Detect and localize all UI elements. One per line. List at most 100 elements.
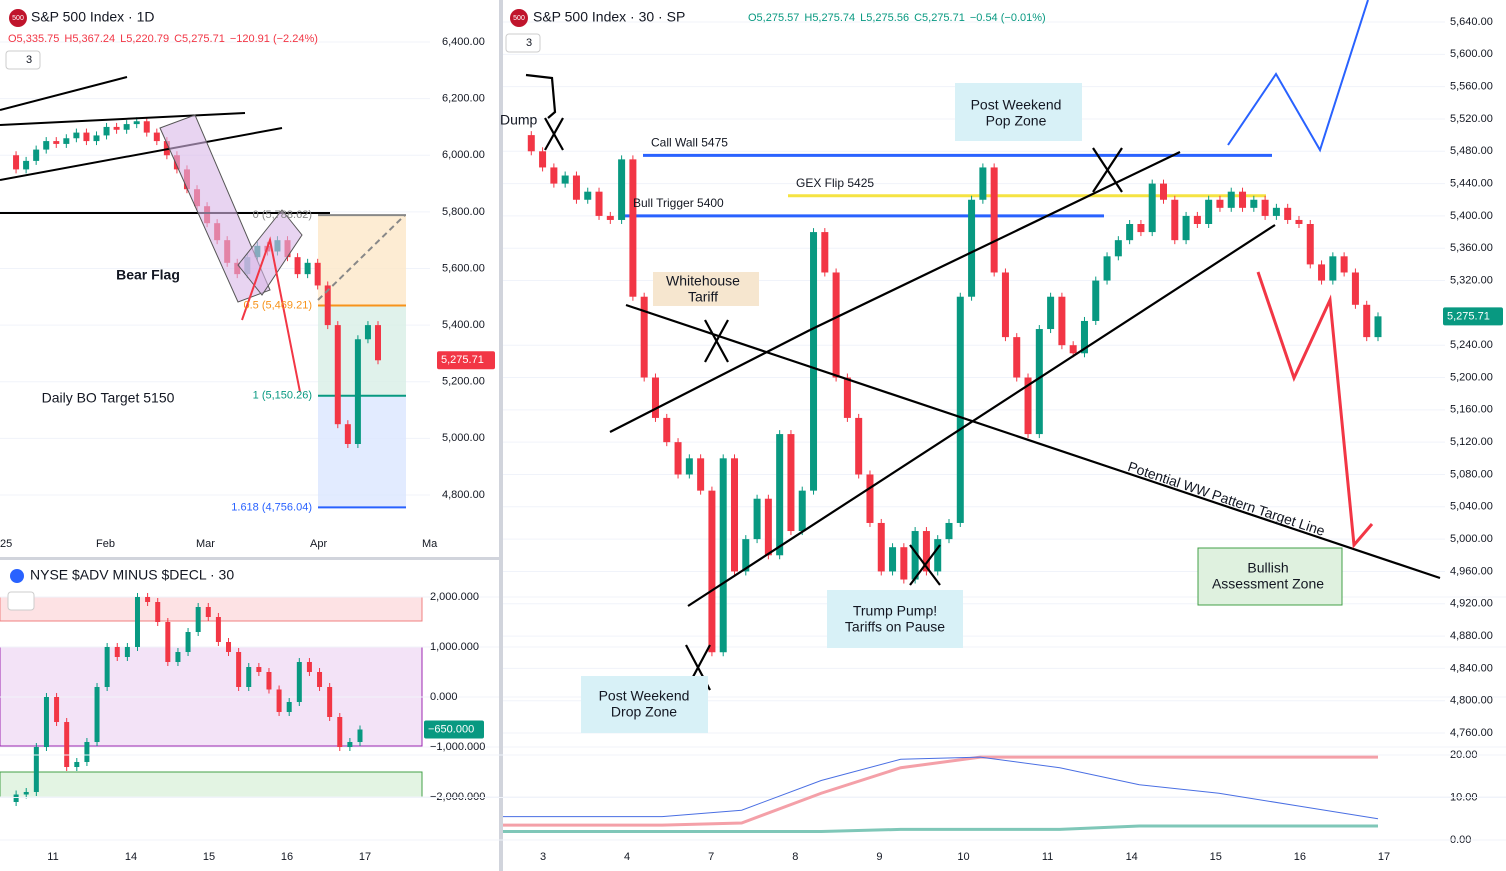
candle <box>246 667 252 687</box>
candle <box>1047 296 1055 330</box>
candle <box>776 434 784 556</box>
candle <box>1182 215 1190 241</box>
candle <box>753 498 761 540</box>
candle <box>1374 316 1382 338</box>
candle <box>1205 199 1213 224</box>
annotation: Bear Flag <box>116 267 180 283</box>
candle <box>934 539 942 572</box>
candle <box>640 296 648 378</box>
x-tick-label: 17 <box>1378 851 1390 863</box>
candle <box>1024 377 1032 435</box>
y-tick-label: 6,400.00 <box>442 36 485 48</box>
fib-zone <box>318 305 406 396</box>
y-tick-label: 5,320.00 <box>1450 274 1493 286</box>
projection <box>317 214 406 301</box>
candle <box>344 424 351 445</box>
logo-text: 500 <box>513 15 525 22</box>
y-tick-label: 5,400.00 <box>1450 210 1493 222</box>
y-tick-label: 5,120.00 <box>1450 436 1493 448</box>
candle <box>1035 329 1043 435</box>
candle <box>550 167 558 184</box>
candle <box>134 597 140 647</box>
candle <box>618 159 626 220</box>
candle <box>133 121 140 125</box>
x-tick-label: 25 <box>0 538 12 550</box>
candle <box>889 547 897 572</box>
price-tag-label: 5,275.71 <box>1447 310 1490 322</box>
candle <box>911 531 919 580</box>
symbol-title: S&P 500 Index · 1D <box>31 9 154 25</box>
candle <box>327 687 333 717</box>
x-tick-label: 15 <box>203 851 215 863</box>
candle <box>1284 207 1292 220</box>
y-tick-label: 5,600.00 <box>1450 48 1493 60</box>
y-tick-label: 5,160.00 <box>1450 404 1493 416</box>
candle <box>63 138 70 144</box>
candle <box>1092 280 1100 321</box>
y-tick-label: 5,080.00 <box>1450 468 1493 480</box>
candle <box>306 662 312 672</box>
candle <box>33 149 40 161</box>
candle <box>143 121 150 133</box>
y-tick-label: 1,000.000 <box>430 641 479 653</box>
candle <box>764 498 772 556</box>
candle <box>23 792 29 795</box>
candle <box>1001 272 1009 338</box>
x-tick-label: 16 <box>281 851 293 863</box>
candle <box>1171 199 1179 241</box>
annotation: Tariff <box>688 289 718 305</box>
level-label: Bull Trigger 5400 <box>633 196 724 210</box>
candle <box>334 325 341 425</box>
candle <box>1069 345 1077 354</box>
note-box <box>1197 547 1343 606</box>
quote-item: −120.91 (−2.24%) <box>230 33 318 45</box>
note-box <box>653 272 759 306</box>
candle <box>314 262 321 286</box>
fib-label: 0 (5,788.62) <box>253 209 312 221</box>
symbol-title: S&P 500 Index · 30 · SP <box>533 9 685 25</box>
candle <box>742 539 750 572</box>
candle <box>54 697 60 722</box>
arrow <box>241 236 301 393</box>
fib-label: 0.5 (5,469.21) <box>244 299 313 311</box>
candle <box>185 632 191 652</box>
annotation: Whitehouse <box>666 273 740 289</box>
dropdown[interactable] <box>505 33 541 53</box>
candle <box>43 697 49 747</box>
y-tick-label: 2,000.000 <box>430 591 479 603</box>
dropdown[interactable] <box>7 591 35 611</box>
price-tag <box>437 351 495 370</box>
x-tick-label: 8 <box>792 851 798 863</box>
candle <box>33 747 39 792</box>
note-box <box>827 590 963 648</box>
candle <box>93 135 100 142</box>
y-tick-label: 5,000.00 <box>442 432 485 444</box>
candle <box>165 622 171 662</box>
candle <box>731 458 738 572</box>
candle <box>708 490 716 653</box>
candle <box>572 175 580 200</box>
candle <box>357 729 363 742</box>
candle <box>595 191 603 216</box>
annotation: Bullish <box>1247 560 1288 576</box>
candle <box>84 742 90 762</box>
candle <box>103 126 110 136</box>
x-tick-label: 16 <box>1294 851 1306 863</box>
level-label: GEX Flip 5425 <box>796 176 874 190</box>
logo <box>9 9 27 27</box>
candle <box>215 617 221 642</box>
badge: 3 <box>526 37 532 49</box>
y-tick-label: 0.000 <box>430 691 458 703</box>
candle <box>13 794 19 802</box>
symbol-title: NYSE $ADV MINUS $DECL · 30 <box>30 567 234 583</box>
indicator-line <box>503 755 1378 827</box>
y-tick-label: 5,440.00 <box>1450 178 1493 190</box>
annotation: Tariffs on Pause <box>845 619 945 635</box>
candle <box>629 159 637 297</box>
candle <box>1351 272 1359 305</box>
dropdown[interactable] <box>5 50 41 70</box>
fib-zone <box>318 395 406 508</box>
candle <box>73 132 80 139</box>
candle <box>561 175 569 184</box>
y-tick-label: 5,600.00 <box>442 262 485 274</box>
